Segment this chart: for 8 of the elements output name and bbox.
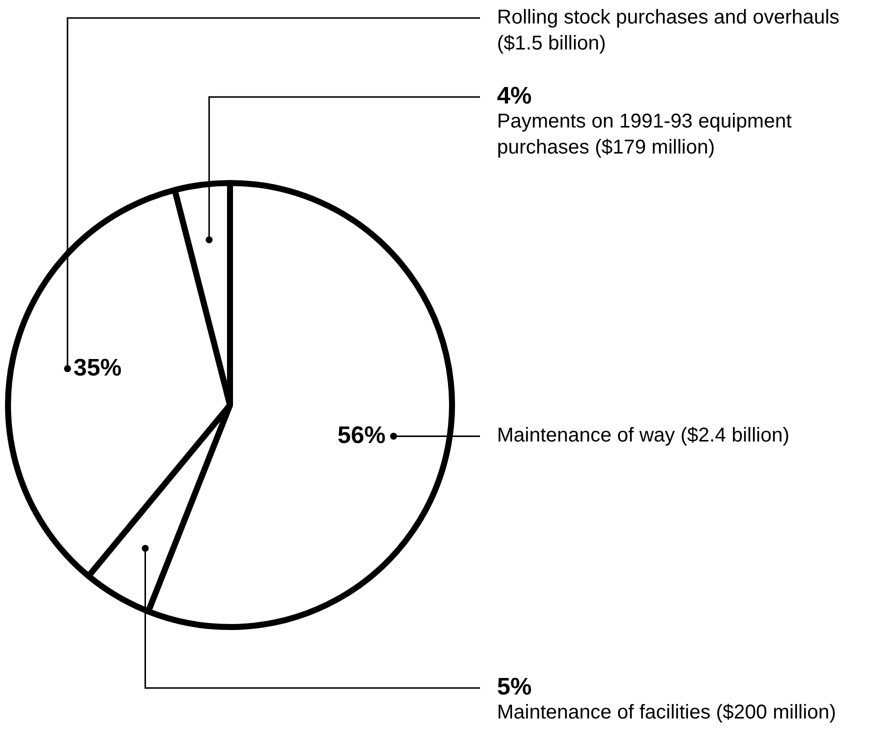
data-label: 4%: [497, 82, 532, 110]
slice-label: Payments on 1991-93 equipment purchases ($179 million): [497, 110, 792, 159]
slice-label: Maintenance of facilities ($200 million): [497, 702, 836, 724]
data-label: 5%: [497, 674, 532, 701]
data-label: 56%: [338, 422, 386, 449]
data-label: 35%: [74, 354, 122, 382]
slice-label: Rolling stock purchases and overhauls ($1.5 billion): [497, 6, 840, 55]
slice-label: Maintenance of way ($2.4 billion): [497, 424, 790, 447]
